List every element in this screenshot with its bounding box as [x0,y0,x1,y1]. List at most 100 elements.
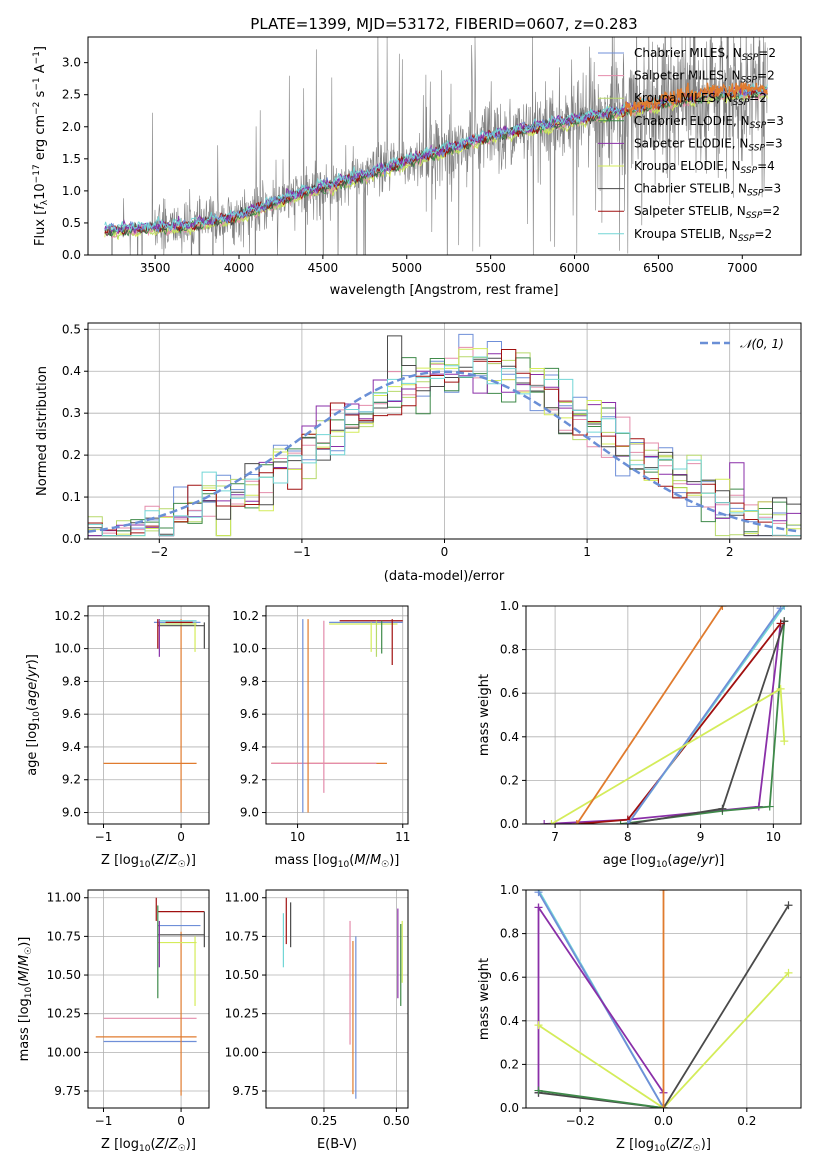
y-tick-label: 10.2 [232,609,259,623]
weight-marker [784,968,793,977]
x-tick-label: 0 [177,830,185,844]
legend-label: Kroupa MILES, NSSP=2 [634,91,767,108]
y-tick-label: 9.75 [54,1084,81,1098]
y-tick-label: 0.0 [62,248,81,262]
x-axis-label: E(B-V) [317,1137,357,1152]
weight-line [538,904,790,1108]
y-tick-label: 0.3 [62,406,81,420]
chart-title: PLATE=1399, MJD=53172, FIBERID=0607, z=0… [250,15,637,33]
x-tick-label: 0.0 [654,1114,673,1128]
y-tick-label: 0.2 [62,448,81,462]
axes-frame [87,605,210,825]
x-tick-label: −1 [95,1114,113,1128]
y-tick-label: 10.25 [225,1007,259,1021]
plot-area-ebv-mass [266,890,408,1108]
y-tick-label: 0.8 [500,643,519,657]
legend-label: Chabrier ELODIE, NSSP=3 [634,114,784,131]
y-tick-label: 10.75 [225,929,259,943]
y-tick-label: 1.0 [500,883,519,897]
weight-marker [534,903,543,912]
y-tick-label: 11.00 [47,891,81,905]
y-tick-label: 10.75 [47,929,81,943]
weight-marker [534,890,543,897]
plot-area-spectrum [104,37,768,255]
model-line-highlight [624,82,768,117]
y-tick-label: 9.0 [240,806,259,820]
observed-spectrum-line [104,37,768,255]
weight-marker [547,820,556,824]
y-axis-label: Flux [fλ10−17 erg cm−2 s−1 A−1] [32,46,50,246]
y-tick-label: 9.2 [62,773,81,787]
weight-line [538,972,790,1108]
axes-frame [265,605,409,825]
y-tick-label: 1.0 [62,184,81,198]
x-tick-label: 5500 [475,261,506,275]
plot-area-z-age [88,606,209,824]
x-tick-label: 11 [395,830,410,844]
x-tick-label: 4000 [224,261,255,275]
x-axis-label: (data-model)/error [384,569,505,584]
x-tick-label: −2 [150,545,168,559]
weight-marker [718,804,727,813]
weight-marker [534,1086,543,1095]
plot-area-z-mass [88,890,209,1108]
x-tick-label: 4500 [308,261,339,275]
x-tick-label: 5000 [391,261,422,275]
x-tick-label: 3500 [140,261,171,275]
plot-area-z-weight [526,890,801,1108]
y-tick-label: 0.4 [500,1014,519,1028]
x-tick-label: 6500 [643,261,674,275]
x-axis-label: wavelength [Angstrom, rest frame] [330,283,559,298]
x-tick-label: 10 [766,830,781,844]
weight-marker [659,1104,668,1108]
y-tick-label: 0.0 [500,817,519,831]
y-axis-label: mass [log10(M/M☉)] [17,937,34,1062]
y-tick-label: 1.0 [500,599,519,613]
weight-marker [540,820,549,824]
legend-label: Chabrier STELIB, NSSP=3 [634,182,781,199]
y-tick-label: 10.0 [232,642,259,656]
weight-marker [572,820,581,824]
y-tick-label: 0.5 [62,322,81,336]
y-tick-label: 9.2 [240,773,259,787]
y-tick-label: 2.5 [62,88,81,102]
y-tick-label: 0.4 [500,730,519,744]
y-tick-label: 10.2 [54,609,81,623]
weight-marker [623,820,632,824]
y-tick-label: 9.8 [240,674,259,688]
y-tick-label: 9.4 [240,740,259,754]
x-tick-label: 1 [583,545,591,559]
panel-mass-age: 10 11 9.0 9.2 9.4 9.6 9.8 10.0 10.2 mass [log10(M… [232,605,410,870]
axes-frame [87,36,802,256]
legend-label: 𝒩(0, 1) [740,337,784,351]
normal-curve [88,370,799,533]
y-tick-label: 9.0 [62,806,81,820]
axes-frame [265,889,409,1109]
axes-frame [87,889,210,1109]
weight-marker [659,890,668,894]
histogram-kroupa-stelib [88,356,801,537]
legend-label: Kroupa STELIB, NSSP=2 [634,227,772,244]
weight-marker [776,606,785,613]
plot-area-mass-age [266,606,408,824]
x-tick-label: −1 [95,830,113,844]
y-tick-label: 0.6 [500,686,519,700]
weight-line [627,607,782,824]
x-tick-label: 7 [551,830,559,844]
y-tick-label: 0.8 [500,927,519,941]
weight-marker [784,901,793,910]
y-tick-label: 9.75 [232,1084,259,1098]
plot-area-residuals [88,323,801,539]
y-tick-label: 10.00 [225,1045,259,1059]
weight-line [576,606,724,824]
legend-label: Salpeter ELODIE, NSSP=3 [634,136,783,153]
x-tick-label: 0.2 [737,1114,756,1128]
y-tick-label: 11.00 [225,891,259,905]
x-tick-label: 2 [726,545,734,559]
weight-marker [616,820,625,824]
weight-marker [780,617,789,626]
x-axis-label: Z [log10(Z/Z☉)] [101,1137,196,1154]
plot-area-age-weight [526,606,801,824]
x-tick-label: 7000 [727,261,758,275]
